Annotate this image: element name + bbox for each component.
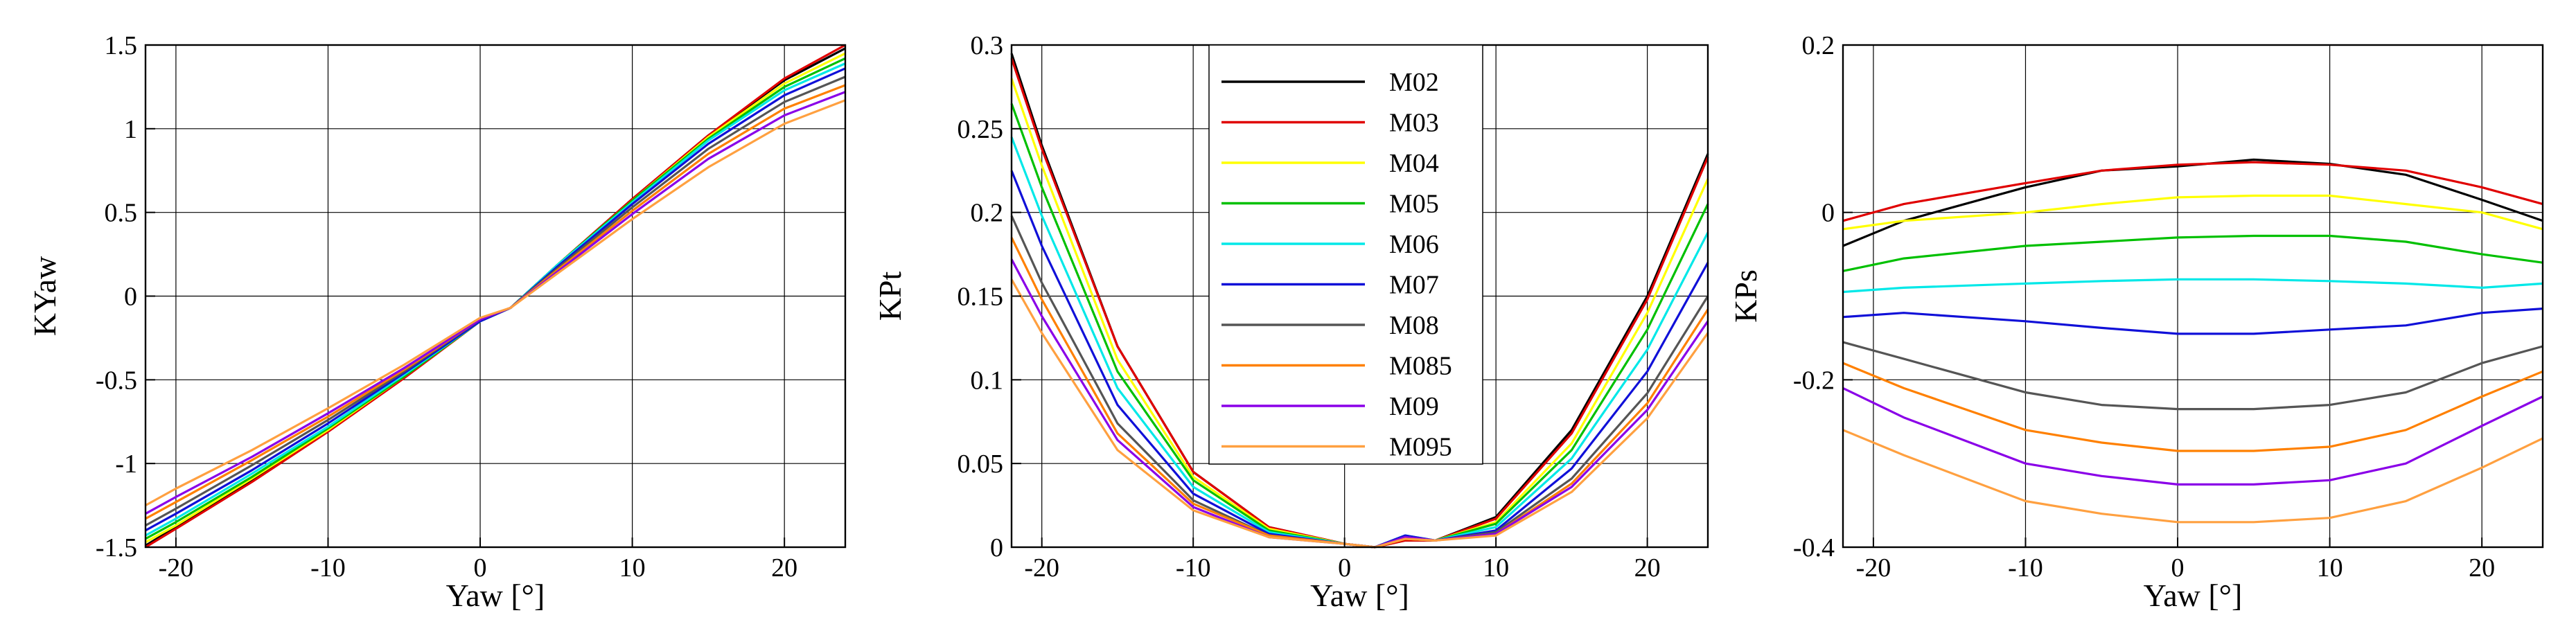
- legend-label-m02: M02: [1389, 68, 1439, 97]
- kpt-y-tick-label: 0.3: [971, 31, 1004, 60]
- kps-series-m09: [1842, 386, 2543, 486]
- kps-series-m095: [1842, 429, 2543, 524]
- kyaw-y-tick-label: -1.5: [96, 533, 137, 562]
- kps-series-m08: [1842, 341, 2543, 411]
- legend-label-m085: M085: [1389, 352, 1452, 381]
- kpt-x-tick-label: -20: [1024, 553, 1059, 583]
- kyaw-y-tick-label: 1: [124, 115, 137, 144]
- kps-series-m04: [1842, 194, 2543, 231]
- kyaw-x-tick-label: -20: [159, 553, 194, 583]
- kps-plot-area: [1843, 45, 2543, 547]
- kps-y-tick-label: -0.2: [1793, 366, 1835, 395]
- kyaw-y-tick-label: 0.5: [105, 199, 138, 228]
- legend-label-m05: M05: [1389, 190, 1439, 219]
- legend-label-m095: M095: [1389, 433, 1452, 462]
- kpt-x-axis-label: Yaw [°]: [1310, 578, 1409, 613]
- kyaw-y-tick-label: -0.5: [96, 366, 137, 395]
- kpt-x-tick-label: 20: [1634, 553, 1661, 583]
- legend-label-m07: M07: [1389, 271, 1439, 300]
- kpt-y-tick-label: 0.25: [958, 115, 1004, 144]
- kpt-x-tick-label: 10: [1483, 553, 1509, 583]
- legend-label-m04: M04: [1389, 149, 1439, 178]
- kpt-y-axis-label: KPt: [872, 271, 908, 321]
- kps-series-m085: [1842, 362, 2543, 452]
- legend: M02 M03 M04 M05 M06 M07 M08 M085 M09 M095: [1208, 44, 1483, 465]
- kps-y-tick-label: 0: [1821, 199, 1835, 228]
- kyaw-y-tick-label: 0: [124, 283, 137, 312]
- kps-series-m07: [1842, 308, 2543, 335]
- kps-series-m06: [1842, 278, 2543, 294]
- kps-y-tick-label: -0.4: [1793, 533, 1835, 562]
- kpt-y-tick-label: 0.1: [971, 366, 1004, 395]
- kyaw-y-tick-label: 1.5: [105, 31, 138, 60]
- kps-x-axis-label: Yaw [°]: [2144, 578, 2243, 613]
- kpt-x-tick-label: -10: [1176, 553, 1211, 583]
- kpt-y-tick-label: 0.05: [958, 450, 1004, 479]
- kyaw-series-m095: [145, 99, 846, 507]
- kpt-y-tick-label: 0.2: [971, 199, 1004, 228]
- kyaw-x-tick-label: 20: [771, 553, 797, 583]
- kps-series-m05: [1842, 234, 2543, 272]
- legend-label-m09: M09: [1389, 392, 1439, 421]
- legend-label-m03: M03: [1389, 109, 1439, 138]
- kps-x-tick-label: -10: [2008, 553, 2043, 583]
- kyaw-x-tick-label: -10: [310, 553, 346, 583]
- legend-box: [1208, 44, 1483, 465]
- kps-chart: -20 -10 0 10 20 -0.4 -0.2 0 0.2 Yaw [°] KPs: [1728, 31, 2544, 613]
- kpt-y-tick-label: 0.15: [958, 283, 1004, 312]
- kyaw-x-tick-label: 0: [474, 553, 487, 583]
- kps-axes-frame: [1842, 44, 2544, 549]
- legend-label-m08: M08: [1389, 311, 1439, 340]
- kyaw-y-tick-label: -1: [115, 450, 137, 479]
- kps-y-axis-label: KPs: [1728, 269, 1763, 323]
- kps-x-tick-label: 20: [2469, 553, 2495, 583]
- kps-y-tick-label: 0.2: [1802, 31, 1835, 60]
- kps-x-tick-label: 10: [2317, 553, 2343, 583]
- kyaw-y-axis-label: KYaw: [27, 256, 62, 336]
- kps-series-m03: [1842, 161, 2543, 222]
- kps-x-tick-label: -20: [1856, 553, 1891, 583]
- kyaw-x-tick-label: 10: [619, 553, 646, 583]
- legend-label-m06: M06: [1389, 230, 1439, 259]
- kyaw-x-axis-label: Yaw [°]: [446, 578, 545, 613]
- kyaw-chart: -20 -10 0 10 20 -1.5 -1 -0.5 0 0.5 1 1.5 Yaw [°] KYaw: [27, 31, 847, 613]
- kps-x-tick-label: 0: [2171, 553, 2185, 583]
- kpt-x-tick-label: 0: [1338, 553, 1351, 583]
- kpt-y-tick-label: 0: [990, 533, 1003, 562]
- chart-panels: -20 -10 0 10 20 -1.5 -1 -0.5 0 0.5 1 1.5 Yaw [°] KYaw…: [27, 31, 2544, 613]
